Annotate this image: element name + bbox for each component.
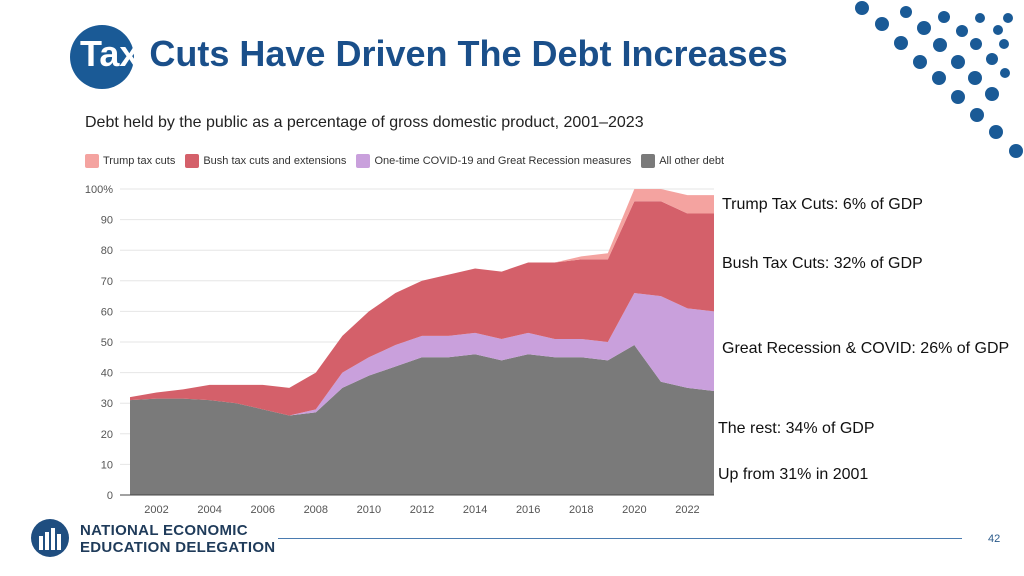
decorative-dots: [855, 1, 1023, 158]
x-tick-label: 2012: [410, 504, 434, 516]
x-tick-label: 2020: [622, 504, 646, 516]
page-title: Tax Cuts Have Driven The Debt Increases: [80, 30, 788, 78]
title-rest: Cuts Have Driven The Debt Increases: [139, 33, 788, 74]
y-tick-label: 0: [107, 490, 113, 502]
legend-swatch-covid: [356, 154, 371, 168]
y-tick-label: 10: [101, 459, 113, 471]
area-series-bush: [130, 201, 714, 416]
y-tick-label: 80: [101, 245, 113, 257]
footer-rule: [278, 538, 962, 539]
annotation-bush: Bush Tax Cuts: 32% of GDP: [722, 255, 923, 272]
y-tick-label: 60: [101, 306, 113, 318]
x-tick-label: 2006: [250, 504, 274, 516]
annotation-up: Up from 31% in 2001: [718, 466, 869, 483]
x-tick-label: 2002: [144, 504, 168, 516]
nee-logo-icon: [31, 519, 69, 557]
x-tick-label: 2018: [569, 504, 593, 516]
x-tick-label: 2010: [357, 504, 381, 516]
x-tick-label: 2022: [675, 504, 699, 516]
y-tick-label: 90: [101, 215, 113, 227]
org-name: NATIONAL ECONOMIC EDUCATION DELEGATION: [80, 522, 275, 556]
chart-title: Debt held by the public as a percentage …: [85, 114, 644, 131]
annotation-recession: Great Recession & COVID: 26% of GDP: [722, 340, 1010, 357]
x-tick-label: 2008: [304, 504, 328, 516]
y-tick-label: 50: [101, 337, 113, 349]
x-tick-label: 2004: [197, 504, 221, 516]
title-badge: [70, 25, 134, 89]
legend-label-other: All other debt: [659, 155, 725, 167]
y-tick-label: 20: [101, 429, 113, 441]
y-tick-label: 100%: [85, 184, 113, 196]
annotation-rest: The rest: 34% of GDP: [718, 420, 875, 437]
legend-item-bush: Bush tax cuts and extensions: [185, 154, 346, 168]
title-tax-word: Tax: [80, 33, 140, 74]
x-tick-label: 2014: [463, 504, 487, 516]
legend-label-bush: Bush tax cuts and extensions: [203, 155, 347, 167]
y-tick-label: 30: [101, 398, 113, 410]
x-tick-label: 2016: [516, 504, 540, 516]
legend-item-covid: One-time COVID-19 and Great Recession me…: [356, 154, 631, 168]
legend-label-covid: One-time COVID-19 and Great Recession me…: [374, 155, 632, 167]
y-tick-label: 70: [101, 276, 113, 288]
legend-item-trump: Trump tax cuts: [85, 154, 175, 168]
legend-label-trump: Trump tax cuts: [103, 155, 176, 167]
page-number: 42: [988, 533, 1001, 545]
legend-swatch-trump: [85, 154, 99, 168]
org-line-1: NATIONAL ECONOMIC: [80, 522, 248, 539]
org-line-2: EDUCATION DELEGATION: [80, 539, 276, 556]
y-tick-label: 40: [101, 368, 113, 380]
annotation-trump: Trump Tax Cuts: 6% of GDP: [722, 196, 923, 213]
legend-item-other: All other debt: [641, 154, 724, 168]
legend-swatch-bush: [185, 154, 200, 168]
area-series-covid: [130, 293, 714, 416]
area-series-other: [130, 345, 714, 495]
legend-swatch-other: [641, 154, 656, 168]
chart-legend: Trump tax cuts Bush tax cuts and extensi…: [85, 154, 724, 168]
